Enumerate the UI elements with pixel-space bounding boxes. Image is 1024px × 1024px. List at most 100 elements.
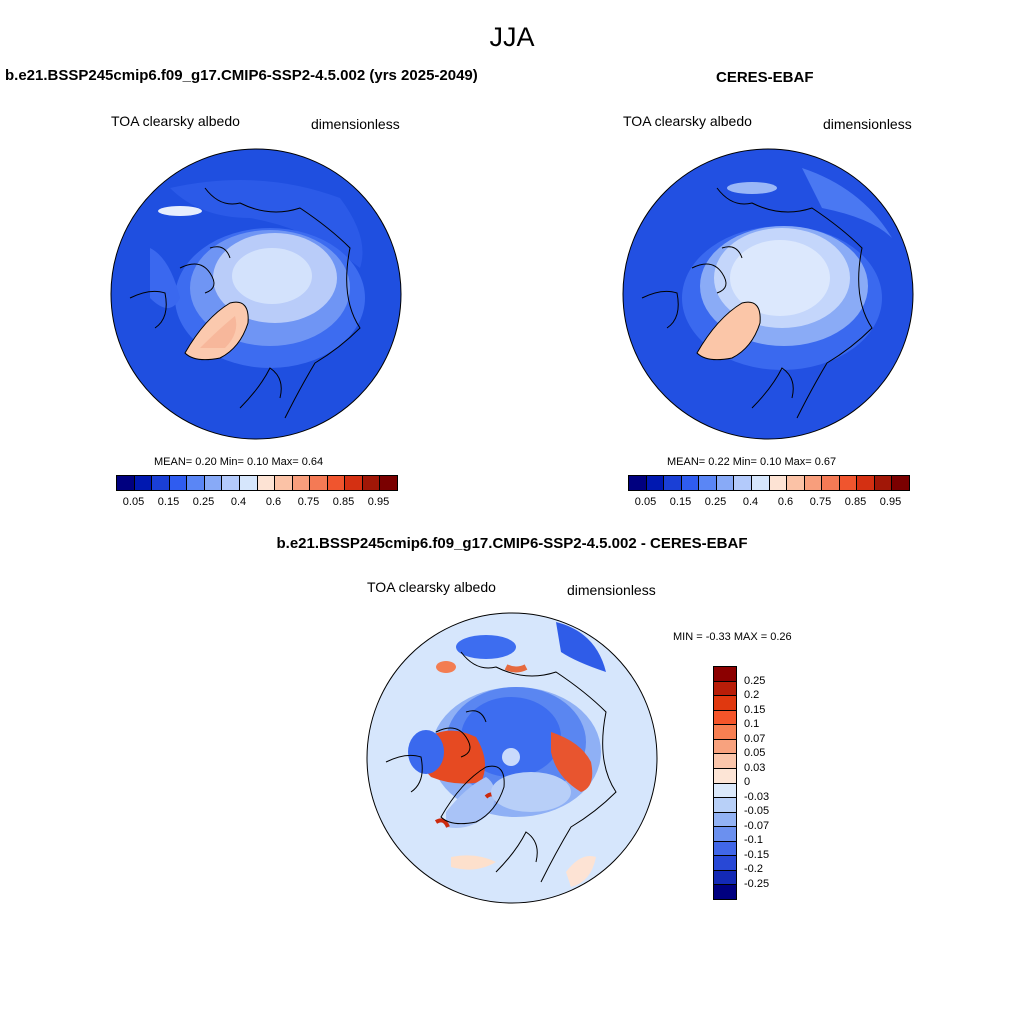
obs-min-label: Min=: [732, 456, 757, 468]
obs-mean-value: 0.22: [708, 456, 730, 468]
model-polar-map: [110, 148, 402, 440]
colorbar-swatch: [822, 476, 840, 490]
diff-colorbar-ticks: 0.25 0.2 0.15 0.1 0.07 0.05 0.03 0 -0.03 -0.05 -0.…: [744, 666, 784, 898]
colorbar-swatch: [222, 476, 240, 490]
model-max-label: Max=: [271, 456, 299, 468]
colorbar-swatch: [874, 476, 893, 490]
colorbar-swatch: [239, 476, 258, 490]
colorbar-tick-label: 0.07: [744, 732, 766, 745]
obs-panel-title: CERES-EBAF: [716, 69, 814, 86]
colorbar-tick-label: 0.85: [332, 496, 355, 508]
obs-mean-label: MEAN=: [667, 456, 706, 468]
colorbar-tick-label: 0.85: [844, 496, 867, 508]
colorbar-swatch: [857, 476, 875, 490]
colorbar-swatch: [839, 476, 858, 490]
colorbar-swatch: [714, 681, 736, 697]
model-mean-label: MEAN=: [154, 456, 193, 468]
colorbar-swatch: [664, 476, 682, 490]
colorbar-swatch: [714, 856, 736, 871]
obs-polar-map: [622, 148, 914, 440]
model-variable-label: TOA clearsky albedo: [111, 113, 240, 129]
diff-max-value: 0.26: [770, 631, 792, 643]
colorbar-tick-label: 0: [744, 776, 751, 788]
colorbar-tick-label: -0.07: [744, 819, 770, 832]
colorbar-tick-label: 0.05: [634, 496, 657, 508]
colorbar-swatch: [310, 476, 328, 490]
model-mean-value: 0.20: [195, 456, 217, 468]
colorbar-tick-label: 0.05: [744, 747, 766, 759]
diff-units-label: dimensionless: [567, 582, 656, 598]
colorbar-swatch: [204, 476, 223, 490]
colorbar-tick-label: 0.2: [744, 689, 760, 701]
colorbar-tick-label: -0.15: [744, 848, 770, 861]
diff-polar-map: [366, 612, 658, 904]
colorbar-swatch: [734, 476, 752, 490]
obs-max-label: Max=: [784, 456, 812, 468]
colorbar-swatch: [787, 476, 805, 490]
colorbar-swatch: [152, 476, 170, 490]
colorbar-tick-label: 0.25: [192, 496, 215, 508]
model-units-label: dimensionless: [311, 116, 400, 132]
model-colorbar: [116, 475, 398, 491]
obs-units-label: dimensionless: [823, 116, 912, 132]
model-stats: MEAN= 0.20 Min= 0.10 Max= 0.64: [154, 456, 323, 468]
colorbar-swatch: [714, 768, 736, 784]
colorbar-swatch: [275, 476, 293, 490]
colorbar-swatch: [646, 476, 665, 490]
colorbar-swatch: [804, 476, 823, 490]
colorbar-tick-label: 0.1: [744, 718, 760, 730]
figure-title: JJA: [489, 22, 535, 52]
colorbar-swatch: [714, 667, 736, 682]
colorbar-swatch: [714, 812, 736, 828]
model-min-value: 0.10: [246, 456, 269, 468]
colorbar-swatch: [751, 476, 770, 490]
model-max-value: 0.64: [301, 456, 324, 468]
colorbar-swatch: [714, 827, 736, 842]
obs-colorbar: [628, 475, 910, 491]
colorbar-swatch: [714, 696, 736, 711]
colorbar-swatch: [629, 476, 647, 490]
colorbar-swatch: [714, 710, 736, 726]
diff-stats: MIN = -0.33 MAX = 0.26: [673, 631, 792, 643]
colorbar-tick-label: -0.1: [744, 834, 763, 846]
colorbar-swatch: [714, 739, 736, 755]
obs-stats: MEAN= 0.22 Min= 0.10 Max= 0.67: [667, 456, 836, 468]
colorbar-swatch: [327, 476, 346, 490]
colorbar-swatch: [714, 841, 736, 857]
colorbar-tick-label: 0.75: [297, 496, 320, 508]
colorbar-tick-label: 0.95: [367, 496, 390, 508]
colorbar-swatch: [714, 798, 736, 813]
colorbar-tick-label: 0.25: [704, 496, 727, 508]
colorbar-tick-label: 0.05: [122, 496, 145, 508]
colorbar-tick-label: 0.95: [879, 496, 902, 508]
colorbar-tick-label: 0.75: [809, 496, 832, 508]
colorbar-tick-label: -0.03: [744, 790, 770, 803]
colorbar-swatch: [134, 476, 153, 490]
colorbar-swatch: [681, 476, 700, 490]
diff-min-label: MIN =: [673, 631, 703, 643]
obs-min-value: 0.10: [759, 456, 782, 468]
diff-colorbar: [713, 666, 737, 900]
colorbar-swatch: [117, 476, 135, 490]
colorbar-tick-label: 0.15: [669, 496, 692, 508]
colorbar-tick-label: 0.6: [265, 496, 282, 508]
colorbar-swatch: [345, 476, 363, 490]
colorbar-swatch: [257, 476, 276, 490]
colorbar-tick-label: 0.25: [744, 674, 766, 687]
colorbar-swatch: [380, 476, 397, 490]
colorbar-swatch: [714, 725, 736, 740]
colorbar-tick-label: 0.4: [742, 496, 759, 508]
diff-panel-title: b.e21.BSSP245cmip6.f09_g17.CMIP6-SSP2-4.…: [276, 535, 748, 552]
colorbar-swatch: [769, 476, 788, 490]
colorbar-swatch: [714, 870, 736, 886]
colorbar-tick-label: -0.25: [744, 877, 770, 890]
colorbar-swatch: [714, 783, 736, 799]
colorbar-swatch: [716, 476, 735, 490]
colorbar-swatch: [362, 476, 381, 490]
obs-variable-label: TOA clearsky albedo: [623, 113, 752, 129]
colorbar-tick-label: 0.4: [230, 496, 247, 508]
colorbar-swatch: [714, 754, 736, 769]
model-panel-title: b.e21.BSSP245cmip6.f09_g17.CMIP6-SSP2-4.…: [5, 67, 478, 84]
colorbar-swatch: [292, 476, 311, 490]
colorbar-swatch: [892, 476, 909, 490]
